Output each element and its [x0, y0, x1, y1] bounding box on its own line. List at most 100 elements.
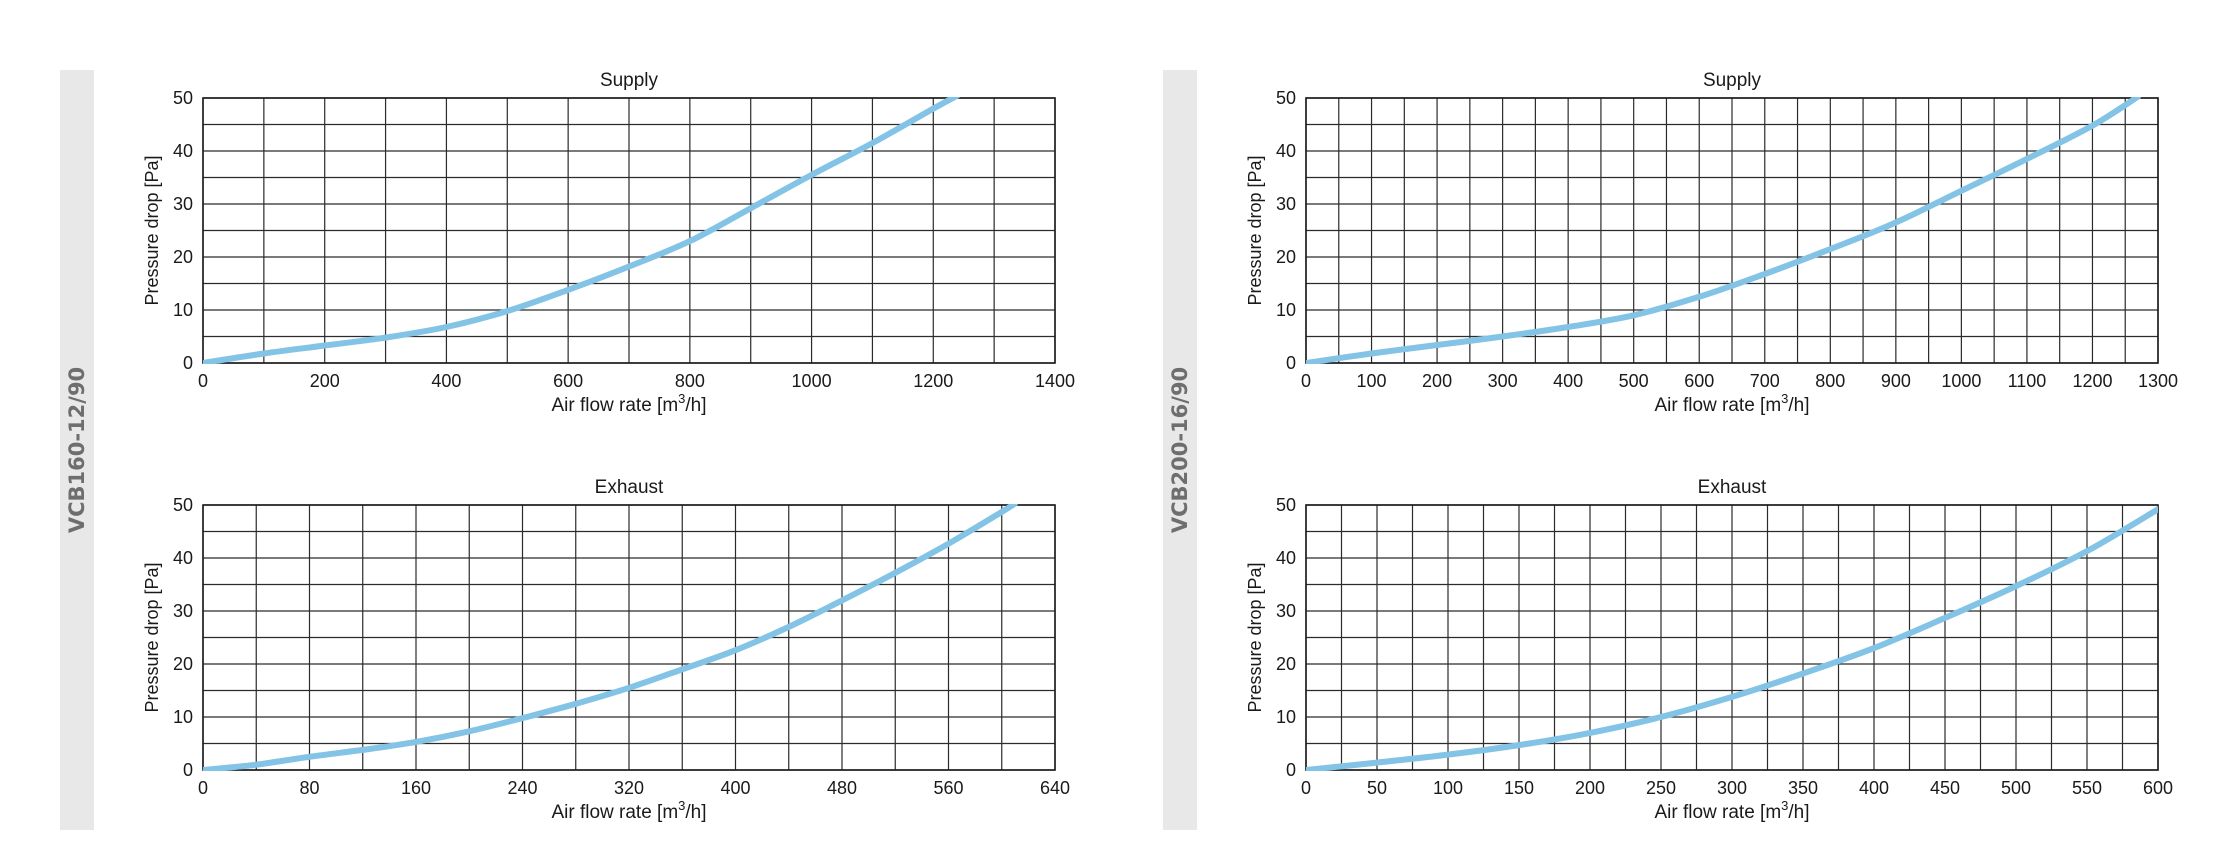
x-tick-label: 600: [1684, 371, 1714, 391]
x-axis-label-tail: /h]: [1788, 395, 1809, 416]
x-tick-label: 200: [1575, 778, 1605, 798]
x-tick-label: 160: [401, 778, 431, 798]
x-tick-label: 400: [1859, 778, 1889, 798]
x-axis-label-main: Air flow rate [m: [1654, 802, 1781, 823]
model-label: VCB200-16/90: [1168, 366, 1192, 534]
x-tick-label: 900: [1881, 371, 1911, 391]
y-tick-label: 40: [1276, 548, 1296, 568]
plot-frame: [202, 97, 1056, 364]
plot-frame: [202, 504, 1056, 771]
x-tick-label: 0: [1301, 778, 1311, 798]
plot-frame: [1305, 504, 2159, 771]
grid: [1305, 97, 2159, 364]
x-tick-label: 1100: [2008, 371, 2047, 391]
x-axis-label-sup: 3: [1781, 798, 1788, 813]
x-tick-label: 480: [827, 778, 857, 798]
chart-supply-right: 0 100 200 300 400 500 600 700 800 900 1000 1100 1200…: [1245, 70, 2178, 416]
model-band-left: VCB160-12/90: [60, 70, 94, 830]
x-tick-label: 150: [1504, 778, 1534, 798]
series-line: [1306, 97, 2142, 364]
x-tick-label: 800: [675, 371, 705, 391]
y-tick-label: 20: [173, 247, 193, 267]
x-tick-label: 700: [1750, 371, 1780, 391]
y-tick-label: 10: [1276, 707, 1296, 727]
y-tick-label: 30: [1276, 194, 1296, 214]
y-tick-label: 0: [183, 760, 193, 780]
y-axis-label: Pressure drop [Pa]: [142, 562, 162, 712]
plot-frame: [1305, 97, 2159, 364]
x-tick-label: 240: [507, 778, 537, 798]
grid: [1305, 504, 2159, 771]
y-axis-label: Pressure drop [Pa]: [142, 155, 162, 305]
x-axis-label-sup: 3: [678, 391, 685, 406]
x-tick-label: 1200: [2072, 371, 2112, 391]
y-tick-label: 50: [1276, 88, 1296, 108]
y-tick-label: 40: [1276, 141, 1296, 161]
y-tick-label: 40: [173, 548, 193, 568]
x-tick-label: 0: [198, 778, 208, 798]
x-tick-label: 400: [431, 371, 461, 391]
y-tick-label: 30: [1276, 601, 1296, 621]
series-line: [203, 97, 961, 364]
x-tick-label: 200: [1422, 371, 1452, 391]
x-tick-label: 400: [720, 778, 750, 798]
x-tick-label: 320: [614, 778, 644, 798]
x-tick-label: 0: [1301, 371, 1311, 391]
chart-supply-left: 0 200 400 600 800 1000 1200 1400 0 10 20 30 40 50 Supp…: [142, 70, 1075, 416]
y-tick-label: 50: [1276, 495, 1296, 515]
x-axis-label-tail: /h]: [685, 395, 706, 416]
x-axis-label-main: Air flow rate [m: [1654, 395, 1781, 416]
x-tick-label: 350: [1788, 778, 1818, 798]
model-label: VCB160-12/90: [65, 366, 89, 534]
x-axis-label-sup: 3: [678, 798, 685, 813]
x-axis-label: Air flow rate [m3/h]: [1654, 798, 1809, 823]
x-tick-label: 640: [1040, 778, 1070, 798]
x-tick-label: 600: [2143, 778, 2173, 798]
y-tick-label: 10: [173, 300, 193, 320]
x-tick-label: 250: [1646, 778, 1676, 798]
grid: [202, 504, 1056, 771]
grid: [202, 97, 1056, 364]
series-line: [1306, 506, 2158, 771]
x-tick-label: 300: [1488, 371, 1518, 391]
y-tick-label: 0: [1286, 353, 1296, 373]
x-tick-label: 500: [2001, 778, 2031, 798]
chart-title: Supply: [600, 70, 659, 91]
x-tick-label: 300: [1717, 778, 1747, 798]
chart-title: Supply: [1703, 70, 1762, 91]
y-tick-label: 20: [1276, 654, 1296, 674]
x-tick-label: 50: [1367, 778, 1387, 798]
chart-exhaust-right: 0 50 100 150 200 250 300 350 400 450 500 550 6000102…: [1245, 477, 2173, 823]
x-tick-label: 560: [933, 778, 963, 798]
x-tick-label: 450: [1930, 778, 1960, 798]
y-axis-label: Pressure drop [Pa]: [1245, 562, 1265, 712]
chart-title: Exhaust: [595, 477, 664, 498]
series-line: [203, 504, 1019, 771]
chart-title: Exhaust: [1698, 477, 1767, 498]
x-tick-label: 600: [553, 371, 583, 391]
x-axis-label: Air flow rate [m3/h]: [551, 798, 706, 823]
x-tick-label: 800: [1815, 371, 1845, 391]
x-axis-label: Air flow rate [m3/h]: [551, 391, 706, 416]
y-tick-label: 10: [173, 707, 193, 727]
x-tick-label: 1300: [2138, 371, 2178, 391]
x-axis-label-tail: /h]: [685, 802, 706, 823]
y-tick-label: 0: [1286, 760, 1296, 780]
y-tick-label: 20: [1276, 247, 1296, 267]
y-tick-label: 50: [173, 88, 193, 108]
x-axis-label-main: Air flow rate [m: [551, 395, 678, 416]
y-axis-label: Pressure drop [Pa]: [1245, 155, 1265, 305]
x-axis-label-tail: /h]: [1788, 802, 1809, 823]
model-band-right: VCB200-16/90: [1163, 70, 1197, 830]
x-axis-label-sup: 3: [1781, 391, 1788, 406]
y-tick-label: 20: [173, 654, 193, 674]
x-axis-label: Air flow rate [m3/h]: [1654, 391, 1809, 416]
x-tick-label: 100: [1433, 778, 1463, 798]
x-tick-label: 1000: [1941, 371, 1981, 391]
x-tick-label: 80: [299, 778, 319, 798]
x-tick-label: 400: [1553, 371, 1583, 391]
y-tick-label: 10: [1276, 300, 1296, 320]
y-tick-label: 40: [173, 141, 193, 161]
x-tick-label: 1400: [1035, 371, 1075, 391]
